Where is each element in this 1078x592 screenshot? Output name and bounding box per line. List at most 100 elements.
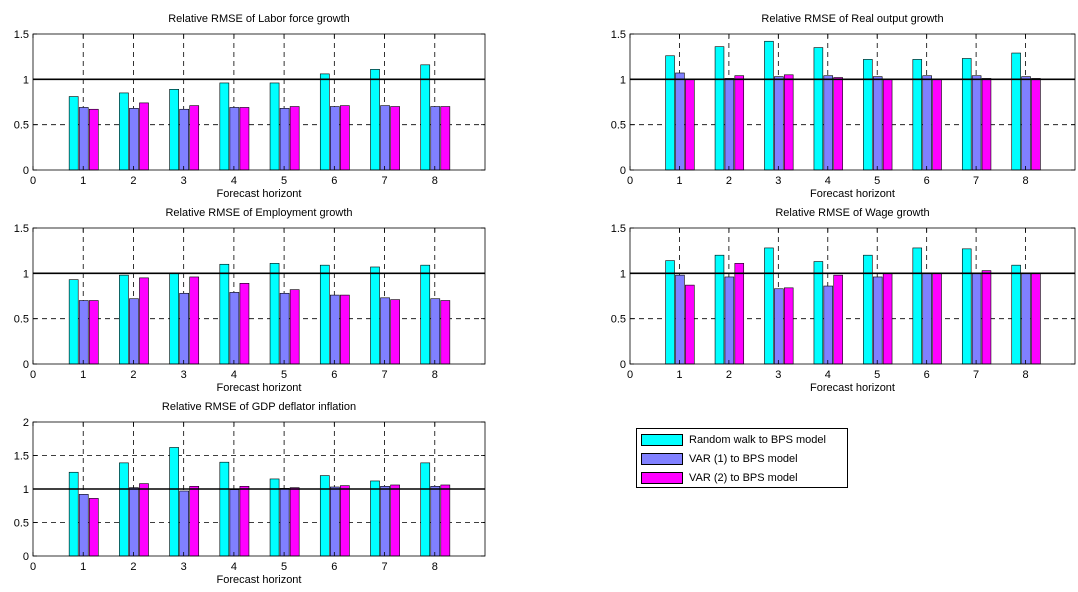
bar [961, 248, 972, 365]
bar [1011, 52, 1021, 171]
x-tick-label: 2 [130, 369, 136, 381]
bar [340, 294, 350, 365]
y-tick-label: 0 [23, 165, 29, 177]
y-tick-label: 1 [23, 484, 29, 496]
bar [239, 107, 250, 171]
x-tick-label: 4 [231, 175, 237, 187]
y-tick-label: 0.5 [611, 120, 626, 132]
x-tick-label: 8 [432, 175, 438, 187]
x-tick-label: 6 [924, 369, 930, 381]
bar [813, 261, 824, 365]
bar [823, 285, 834, 365]
bar [330, 294, 340, 365]
bar [239, 283, 250, 365]
bar [783, 287, 794, 365]
x-tick-label: 4 [231, 369, 237, 381]
bar [189, 276, 200, 365]
x-tick-label: 8 [1022, 175, 1028, 187]
chart-title: Relative RMSE of Employment growth [165, 207, 352, 219]
y-tick-label: 0.5 [14, 120, 29, 132]
x-tick-label: 5 [874, 175, 880, 187]
bar [665, 55, 675, 171]
bar [229, 107, 240, 171]
bar [440, 484, 451, 557]
bar [774, 288, 784, 365]
x-tick-label: 6 [331, 561, 337, 573]
bar [269, 82, 280, 171]
bar [340, 105, 350, 171]
legend-swatch-var1 [641, 453, 683, 465]
bar [78, 107, 89, 171]
chart-title: Relative RMSE of Real output growth [761, 13, 943, 25]
bar [675, 72, 685, 171]
x-tick-label: 7 [381, 175, 387, 187]
bar [981, 270, 992, 365]
x-tick-label: 1 [80, 369, 86, 381]
x-tick-label: 7 [973, 369, 979, 381]
bar [330, 486, 340, 557]
x-tick-label: 3 [181, 561, 187, 573]
legend-entry: Random walk to BPS model [641, 432, 826, 448]
bar [139, 483, 149, 557]
bar [971, 273, 982, 365]
bar [189, 486, 200, 557]
legend-swatch-var2 [641, 472, 683, 484]
bar [912, 59, 923, 171]
bar [380, 297, 390, 365]
x-tick-label: 8 [1022, 369, 1028, 381]
x-tick-label: 2 [130, 175, 136, 187]
bar [430, 106, 441, 171]
bar [169, 273, 179, 365]
x-axis-label: Forecast horizont [217, 188, 302, 200]
x-tick-label: 6 [924, 175, 930, 187]
x-tick-label: 1 [80, 175, 86, 187]
x-tick-label: 2 [130, 561, 136, 573]
y-tick-label: 1.5 [611, 29, 626, 41]
bar [88, 498, 99, 557]
bar [88, 300, 99, 365]
x-tick-label: 7 [381, 561, 387, 573]
axes-box [629, 227, 1076, 365]
y-tick-label: 1 [620, 74, 626, 86]
y-tick-label: 0 [23, 551, 29, 563]
x-tick-label: 2 [726, 175, 732, 187]
bar [269, 263, 280, 365]
bar [319, 475, 330, 557]
y-tick-label: 0 [23, 359, 29, 371]
x-tick-label: 3 [775, 369, 781, 381]
x-axis-label: Forecast horizont [810, 188, 895, 200]
bar [119, 274, 129, 365]
y-tick-label: 0.5 [611, 314, 626, 326]
bar [390, 106, 400, 171]
bar [390, 299, 400, 365]
bar [420, 264, 431, 365]
x-tick-label: 4 [825, 369, 831, 381]
bar [685, 79, 695, 171]
bar [169, 447, 179, 557]
y-tick-label: 0.5 [14, 314, 29, 326]
bar [269, 478, 280, 557]
x-tick-label: 7 [973, 175, 979, 187]
chart-title: Relative RMSE of Wage growth [775, 207, 929, 219]
bar [882, 273, 893, 365]
bar [380, 486, 390, 557]
bar [319, 264, 330, 365]
x-tick-label: 0 [627, 175, 633, 187]
bar [229, 292, 240, 365]
chart-panel: 0 1 2 3 4 5 6 7 8 0 0.5 1 1.5 Relative RMSE of Real o… [611, 13, 1076, 200]
y-tick-label: 2 [23, 417, 29, 429]
bar [685, 284, 695, 365]
x-tick-label: 0 [627, 369, 633, 381]
legend-label: VAR (1) to BPS model [689, 453, 798, 465]
bar [961, 58, 972, 171]
x-tick-label: 0 [30, 561, 36, 573]
bar [430, 486, 441, 557]
bar [330, 106, 340, 171]
bar [922, 273, 932, 365]
bar [971, 75, 982, 171]
bar [813, 47, 824, 171]
bar [774, 76, 784, 171]
bar [863, 254, 873, 365]
bar [129, 487, 139, 557]
bar [734, 263, 745, 365]
